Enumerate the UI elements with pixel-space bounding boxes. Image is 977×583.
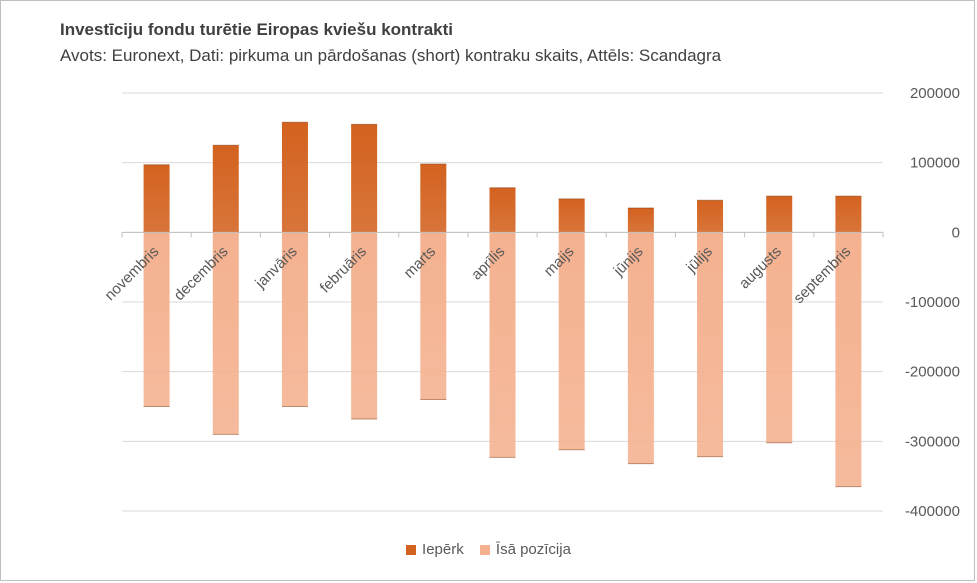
bar-buy (281, 122, 308, 233)
legend-label-short: Īsā pozīcija (495, 541, 571, 558)
legend-swatch-short (479, 544, 490, 555)
y-tick-label: 0 (952, 224, 960, 241)
y-tick-label: -400000 (905, 503, 960, 520)
bar-short (766, 232, 793, 443)
legend-item-short: Īsā pozīcija (479, 541, 571, 558)
bar-buy (835, 196, 862, 233)
bar-buy (489, 187, 516, 233)
bar-buy (212, 145, 239, 233)
bar-buy (558, 198, 585, 233)
bar-short (627, 232, 654, 464)
bar-short (281, 232, 308, 407)
bar-short (212, 232, 239, 435)
bar-short (697, 232, 724, 457)
bar-buy (351, 124, 378, 233)
bar-short (351, 232, 378, 420)
y-tick-label: -300000 (905, 433, 960, 450)
legend-item-buy: Iepērk (406, 541, 464, 558)
legend-label-buy: Iepērk (422, 541, 464, 558)
y-tick-label: -200000 (905, 364, 960, 381)
bar-short (558, 232, 585, 450)
bar-short (489, 232, 516, 458)
bar-buy (766, 196, 793, 233)
chart-subtitle: Avots: Euronext, Dati: pirkuma un pārdoš… (60, 46, 722, 65)
bar-short (835, 232, 862, 487)
bar-short (420, 232, 447, 400)
y-tick-label: 200000 (910, 85, 960, 102)
chart-title: Investīciju fondu turētie Eiropas kviešu… (60, 20, 453, 39)
y-tick-label: -100000 (905, 294, 960, 311)
legend: Iepērk Īsā pozīcija (0, 541, 977, 559)
bar-buy (143, 164, 170, 233)
bar-buy (420, 164, 447, 233)
bar-short (143, 232, 170, 407)
bar-buy (697, 200, 724, 233)
bar-buy (627, 207, 654, 233)
y-tick-label: 100000 (910, 155, 960, 172)
legend-swatch-buy (406, 544, 417, 555)
